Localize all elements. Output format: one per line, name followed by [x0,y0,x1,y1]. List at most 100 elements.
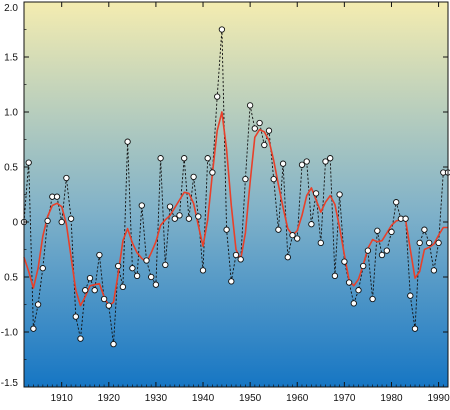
data-point [426,239,433,247]
data-point [411,325,419,332]
y-tick-label: 0 [12,218,18,229]
data-point [214,93,221,100]
data-point [25,159,32,166]
data-point [364,247,372,254]
data-point [308,221,315,228]
y-tick-label: 1.5 [4,53,18,64]
x-tick-label: 1940 [192,393,215,404]
data-point [430,267,438,274]
data-point [331,272,339,280]
data-point [72,313,79,320]
x-tick-label: 1970 [333,393,356,404]
data-point [148,273,155,281]
data-point [82,287,89,294]
data-point [355,287,362,294]
x-tick-label: 1910 [51,393,74,404]
x-tick-label: 1950 [239,393,262,404]
data-point [209,169,216,176]
data-point [279,160,287,167]
data-point [388,228,395,236]
data-point [237,256,244,263]
data-point [402,215,409,222]
data-point [345,279,353,286]
data-point [195,213,202,220]
x-tick-label: 1990 [427,393,450,404]
data-point [100,295,108,303]
data-point [336,191,343,198]
data-point [63,174,70,182]
y-tick-label: -1.0 [1,328,19,339]
data-point [190,173,197,181]
y-tick-label: 1.0 [4,108,18,119]
data-point [369,295,376,303]
data-point [162,261,169,269]
data-point [242,175,249,183]
data-point [421,226,428,233]
series-layer [20,26,450,348]
data-point [105,302,112,309]
data-point [152,281,160,288]
data-point [199,267,207,274]
data-point [204,155,211,162]
data-point [232,251,240,259]
data-point [256,119,263,127]
data-point [34,301,42,308]
data-point [265,127,273,134]
data-point [157,155,164,162]
data-point [393,199,400,206]
data-point [261,141,268,149]
data-point [303,158,310,165]
data-point [96,251,103,259]
data-point [322,158,329,165]
data-point [294,235,301,242]
data-point [407,292,414,299]
data-point [176,212,183,219]
data-point [77,335,84,342]
x-tick-label: 1930 [145,393,168,404]
data-point [44,217,51,225]
data-point [30,325,37,332]
data-point [91,287,98,294]
data-point [119,283,127,291]
data-point [435,239,442,247]
data-point [129,265,136,272]
data-point [53,193,61,200]
series-smooth-line [23,111,448,307]
data-point [284,254,291,261]
x-tick-label: 1960 [286,393,309,404]
data-point [275,226,282,233]
data-point [86,274,94,282]
data-point [374,227,381,234]
data-point [327,155,334,162]
data-point [124,138,131,145]
y-tick-label: 0.5 [4,163,18,174]
data-point [270,175,277,183]
data-point [223,226,230,233]
data-point [228,278,235,285]
data-point [115,262,122,270]
data-point [246,102,254,109]
data-point [298,161,306,168]
data-point [185,215,193,222]
x-tick-label: 1980 [380,393,403,404]
data-point [39,265,46,272]
data-point [350,300,357,307]
data-point [251,125,258,132]
data-point [360,262,367,270]
y-tick-label: 2.0 [4,3,18,14]
data-point [133,272,141,280]
data-point [67,215,75,222]
x-tick-label: 1920 [98,393,121,404]
data-point [218,26,226,33]
data-point [312,190,320,197]
data-point [341,258,348,265]
data-point [110,340,117,348]
data-point [416,239,423,247]
y-tick-label: 0.5 [4,273,18,284]
data-point [143,257,150,264]
plot-background [24,2,448,387]
data-point [317,239,324,247]
data-point [378,251,386,259]
